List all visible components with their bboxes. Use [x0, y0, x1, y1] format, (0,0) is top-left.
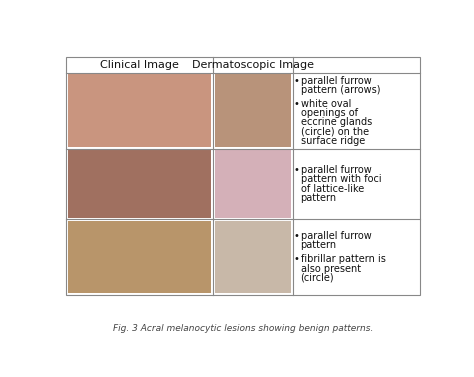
Text: parallel furrow: parallel furrow	[301, 165, 371, 175]
Bar	[66, 57, 420, 295]
Text: Fig. 3 Acral melanocytic lesions showing benign patterns.: Fig. 3 Acral melanocytic lesions showing…	[113, 324, 373, 333]
Text: pattern (arrows): pattern (arrows)	[301, 85, 380, 95]
Text: of lattice-like: of lattice-like	[301, 184, 364, 194]
Text: pattern: pattern	[301, 193, 337, 203]
Text: •: •	[294, 165, 300, 175]
Bar	[68, 150, 211, 218]
Text: white oval: white oval	[301, 99, 351, 109]
Text: (circle) on the: (circle) on the	[301, 127, 369, 137]
Bar	[68, 221, 211, 293]
Text: pattern: pattern	[301, 241, 337, 250]
Text: parallel furrow: parallel furrow	[301, 231, 371, 241]
Bar	[215, 221, 291, 293]
Text: surface ridge: surface ridge	[301, 136, 365, 146]
Text: parallel furrow: parallel furrow	[301, 76, 371, 86]
Text: eccrine glands: eccrine glands	[301, 118, 372, 127]
Text: •: •	[294, 231, 300, 241]
Text: Clinical Image: Clinical Image	[100, 60, 179, 70]
Text: •: •	[294, 254, 300, 264]
Text: fibrillar pattern is: fibrillar pattern is	[301, 254, 385, 264]
Text: •: •	[294, 99, 300, 109]
Bar	[215, 150, 291, 218]
Text: Dermatoscopic Image: Dermatoscopic Image	[191, 60, 314, 70]
Bar	[215, 75, 291, 147]
Text: •: •	[294, 76, 300, 86]
Text: (circle): (circle)	[301, 273, 334, 283]
Bar	[68, 75, 211, 147]
Text: also present: also present	[301, 264, 361, 274]
Text: openings of: openings of	[301, 108, 357, 118]
Text: pattern with foci: pattern with foci	[301, 174, 381, 184]
